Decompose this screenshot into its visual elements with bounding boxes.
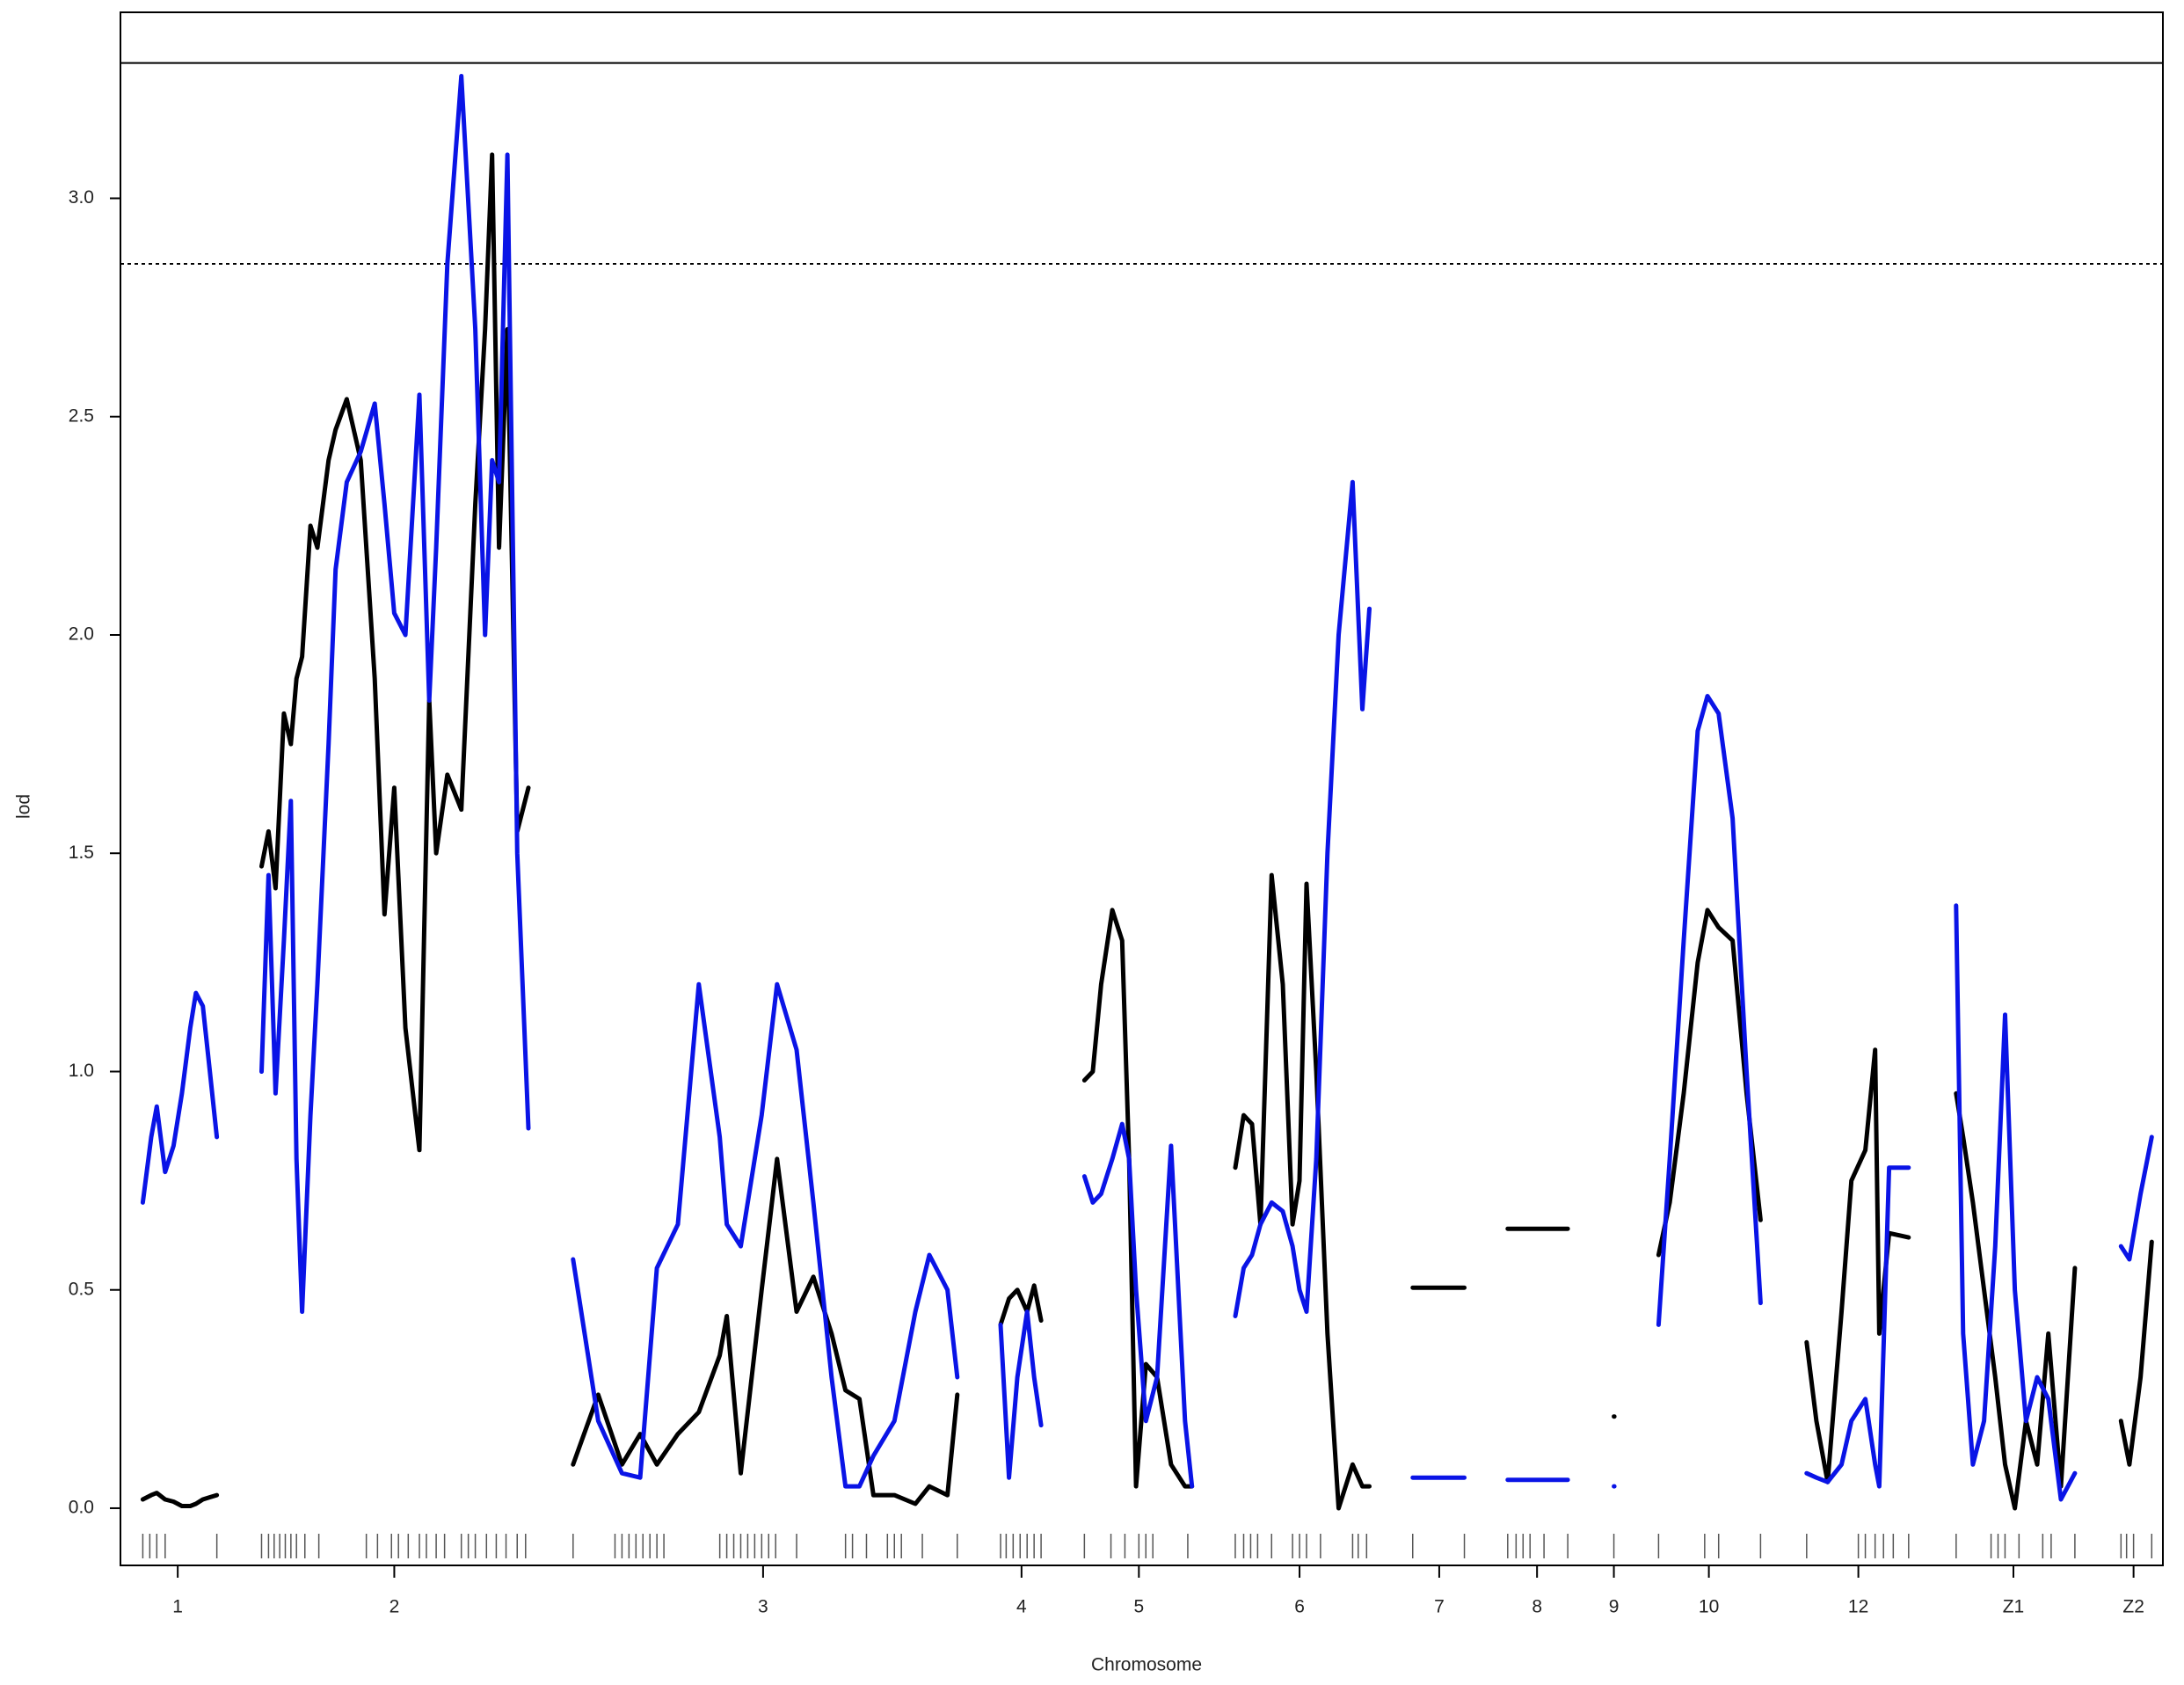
y-tick-label: 2.5 [69,405,94,426]
x-tick-label: 5 [1133,1597,1144,1617]
x-tick-label: Z2 [2122,1597,2144,1617]
x-tick-label: 3 [758,1597,768,1617]
y-tick-label: 2.0 [69,624,94,645]
x-tick-label: 9 [1609,1597,1620,1617]
plot-frame [120,11,2164,1566]
lod-curve [140,152,2154,1511]
x-tick-label: 8 [1532,1597,1542,1617]
y-tick-label: 3.0 [69,187,94,208]
x-tick-label: 1 [172,1597,183,1617]
x-tick-label: 7 [1434,1597,1445,1617]
y-tick-label: 1.5 [69,842,94,863]
x-tick-label: 12 [1848,1597,1868,1617]
y-axis-label: lod [14,794,34,819]
y-tick-label: 1.0 [69,1061,94,1081]
x-tick-label: 6 [1294,1597,1305,1617]
x-tick-label: 4 [1016,1597,1027,1617]
x-tick-label: 10 [1699,1597,1719,1617]
lod-curve [140,74,2154,1502]
x-axis-label: Chromosome [1091,1655,1202,1675]
y-tick-label: 0.0 [69,1498,94,1518]
x-tick-label: 2 [389,1597,400,1617]
y-tick-label: 0.5 [69,1279,94,1299]
x-tick-label: Z1 [2003,1597,2025,1617]
